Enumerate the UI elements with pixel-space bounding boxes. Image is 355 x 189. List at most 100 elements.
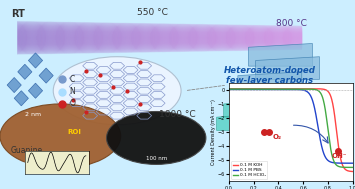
Ellipse shape [259,25,261,51]
Ellipse shape [55,21,56,54]
Ellipse shape [126,23,128,53]
Ellipse shape [100,22,102,53]
0.1 M KOH [227,88,231,90]
Ellipse shape [233,24,234,51]
Ellipse shape [240,25,242,51]
Ellipse shape [210,24,211,52]
Ellipse shape [45,21,47,54]
Ellipse shape [115,22,116,53]
Ellipse shape [272,25,273,51]
Ellipse shape [132,23,133,53]
Polygon shape [39,68,53,83]
Ellipse shape [167,23,169,52]
Ellipse shape [97,22,98,53]
0.1 M HClO₄ [328,145,332,147]
Ellipse shape [151,23,152,53]
Ellipse shape [235,24,237,51]
Polygon shape [7,77,21,93]
Ellipse shape [169,23,170,52]
Ellipse shape [186,24,187,52]
Text: 1000 °C: 1000 °C [159,110,196,119]
Ellipse shape [94,22,95,53]
Ellipse shape [81,22,82,54]
Ellipse shape [121,22,122,53]
Ellipse shape [190,24,191,52]
Ellipse shape [265,25,266,51]
Ellipse shape [80,22,81,54]
Ellipse shape [249,25,250,51]
Ellipse shape [297,26,299,50]
Ellipse shape [236,24,238,51]
Ellipse shape [77,22,78,54]
Ellipse shape [79,22,80,54]
Ellipse shape [268,25,269,51]
Polygon shape [217,112,288,130]
Ellipse shape [220,24,222,51]
Ellipse shape [47,21,48,54]
Ellipse shape [215,24,216,52]
Ellipse shape [49,21,51,54]
Ellipse shape [45,21,46,54]
Ellipse shape [32,21,34,55]
Ellipse shape [244,25,245,51]
Ellipse shape [103,22,105,53]
Ellipse shape [282,25,283,50]
Ellipse shape [68,22,70,54]
Ellipse shape [174,23,175,52]
Ellipse shape [146,23,148,53]
Text: N: N [69,87,75,96]
Ellipse shape [217,24,218,51]
Text: 1.18 nm: 1.18 nm [36,156,61,161]
Text: 2 nm: 2 nm [25,112,41,116]
0.1 M PBS [350,162,355,164]
Ellipse shape [172,23,173,52]
Ellipse shape [234,24,235,51]
Line: 0.1 M HClO₄: 0.1 M HClO₄ [229,89,353,167]
Ellipse shape [86,22,87,54]
Ellipse shape [145,23,147,53]
Ellipse shape [26,21,27,55]
Ellipse shape [223,24,225,51]
Ellipse shape [283,25,284,50]
Polygon shape [238,72,302,98]
Ellipse shape [184,24,186,52]
Line: 0.1 M KOH: 0.1 M KOH [229,89,353,171]
0.1 M KOH [285,88,290,90]
Ellipse shape [200,24,201,52]
Text: Guanine: Guanine [11,146,43,155]
Ellipse shape [155,23,156,53]
Ellipse shape [176,23,178,52]
Ellipse shape [263,25,264,51]
Polygon shape [28,53,43,68]
Ellipse shape [173,23,174,52]
Ellipse shape [122,22,124,53]
Ellipse shape [117,22,118,53]
Ellipse shape [255,25,256,51]
Ellipse shape [197,24,198,52]
Ellipse shape [31,21,33,55]
Text: 100 nm: 100 nm [146,156,167,161]
Ellipse shape [242,25,244,51]
Ellipse shape [149,23,151,53]
Ellipse shape [53,21,55,54]
Ellipse shape [124,22,125,53]
Ellipse shape [196,24,197,52]
Ellipse shape [246,25,247,51]
Ellipse shape [296,25,298,50]
Ellipse shape [299,26,301,50]
Ellipse shape [154,23,155,53]
Text: ROI: ROI [67,129,81,135]
Ellipse shape [138,23,140,53]
Ellipse shape [64,22,65,54]
Ellipse shape [41,21,42,54]
Ellipse shape [109,22,111,53]
0.1 M HClO₄ [300,88,305,90]
Ellipse shape [194,24,195,52]
0.1 M KOH [328,94,332,96]
Ellipse shape [276,25,278,50]
Ellipse shape [261,25,263,51]
Ellipse shape [298,26,300,50]
Ellipse shape [69,22,71,54]
0.1 M PBS [294,88,298,91]
Ellipse shape [226,24,228,51]
